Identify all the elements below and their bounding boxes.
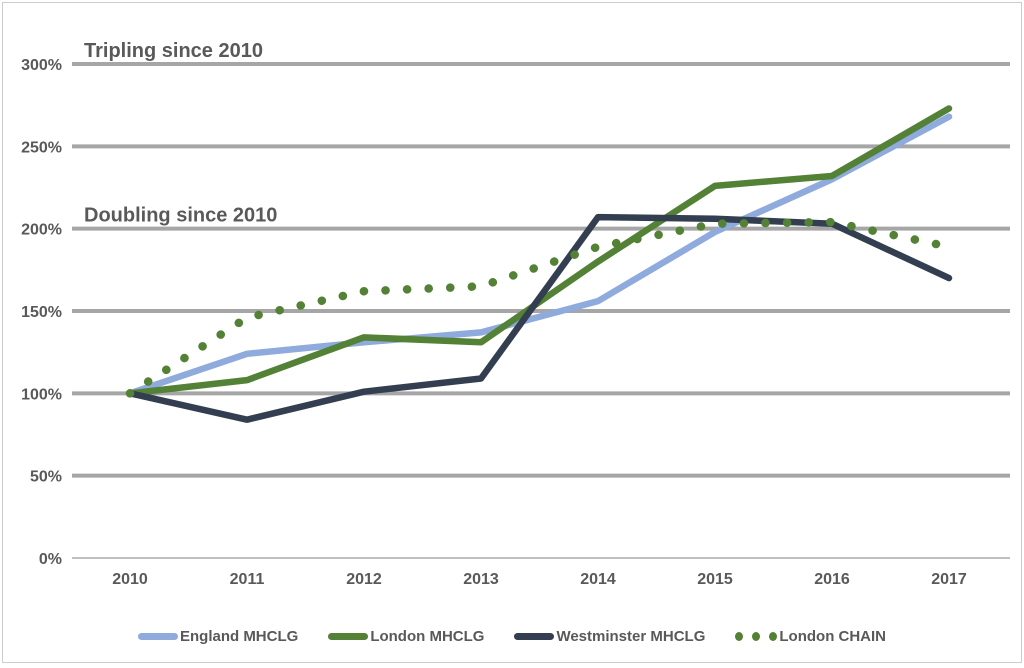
legend-dot-icon	[735, 632, 744, 641]
y-tick-label: 300%	[21, 57, 62, 74]
annotation-doubling-since-2010: Doubling since 2010	[84, 205, 277, 227]
y-tick-label: 200%	[21, 222, 62, 239]
legend-item-london-chain: London CHAIN	[735, 628, 886, 645]
legend-item-england-mhclg: England MHCLG	[137, 628, 299, 645]
x-tick-label: 2012	[346, 571, 382, 588]
annotation-tripling-since-2010: Tripling since 2010	[84, 40, 263, 62]
x-tick-label: 2015	[697, 571, 733, 588]
y-tick-label: 150%	[21, 304, 62, 321]
y-tick-label: 50%	[30, 469, 62, 486]
legend-label: London MHCLG	[370, 628, 485, 645]
line-chart-plot: 0% 50% 100% 150% 200% 250% 300% 2010 2011 2012 201…	[21, 40, 1010, 588]
chart-legend: England MHCLG London MHCLG Westminster MHC…	[0, 628, 1024, 645]
series-line-london-chain	[125, 217, 954, 398]
x-tick-label: 2011	[230, 571, 265, 588]
legend-line-swatch	[137, 633, 178, 640]
x-tick-label: 2014	[580, 571, 616, 588]
x-tick-label: 2013	[463, 571, 499, 588]
legend-label: London CHAIN	[779, 628, 887, 645]
y-tick-label: 250%	[21, 139, 62, 156]
legend-label: Westminster MHCLG	[556, 628, 706, 645]
x-tick-label: 2016	[814, 571, 850, 588]
legend-line-swatch	[514, 633, 555, 640]
y-tick-label: 0%	[39, 551, 62, 568]
x-tick-label: 2010	[112, 571, 148, 588]
legend-line-swatch	[328, 633, 369, 640]
legend-dot-icon	[752, 632, 761, 641]
legend-label: England MHCLG	[179, 628, 299, 645]
y-tick-label: 100%	[21, 386, 62, 403]
legend-dot-icon	[769, 632, 778, 641]
legend-item-westminster-mhclg: Westminster MHCLG	[514, 628, 705, 645]
x-tick-label: 2017	[931, 571, 967, 588]
legend-item-london-mhclg: London MHCLG	[328, 628, 484, 645]
legend-dotted-line-swatch	[735, 632, 778, 641]
series-line-england-mhclg	[126, 113, 953, 397]
